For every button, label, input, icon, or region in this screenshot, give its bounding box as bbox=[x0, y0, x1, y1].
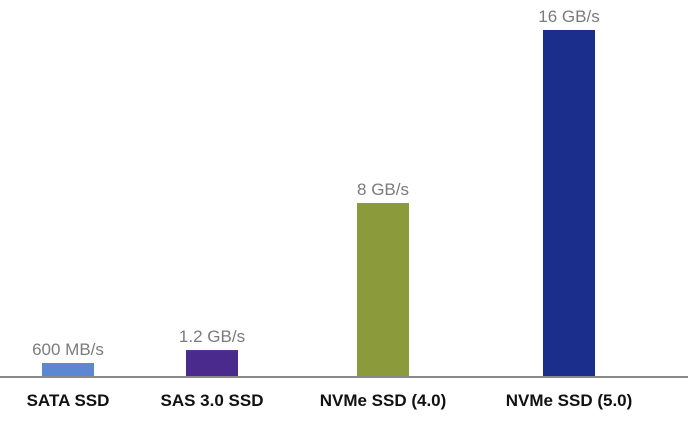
bar-3 bbox=[543, 30, 595, 376]
data-label-0: 600 MB/s bbox=[32, 340, 104, 359]
data-label-3: 16 GB/s bbox=[538, 7, 599, 26]
category-label-3: NVMe SSD (5.0) bbox=[506, 391, 633, 410]
category-label-0: SATA SSD bbox=[27, 391, 110, 410]
data-label-2: 8 GB/s bbox=[357, 180, 409, 199]
data-label-1: 1.2 GB/s bbox=[179, 327, 245, 346]
category-label-2: NVMe SSD (4.0) bbox=[320, 391, 447, 410]
category-label-1: SAS 3.0 SSD bbox=[161, 391, 264, 410]
bar-2 bbox=[357, 203, 409, 376]
bar-1 bbox=[186, 350, 238, 376]
bar-0 bbox=[42, 363, 94, 376]
